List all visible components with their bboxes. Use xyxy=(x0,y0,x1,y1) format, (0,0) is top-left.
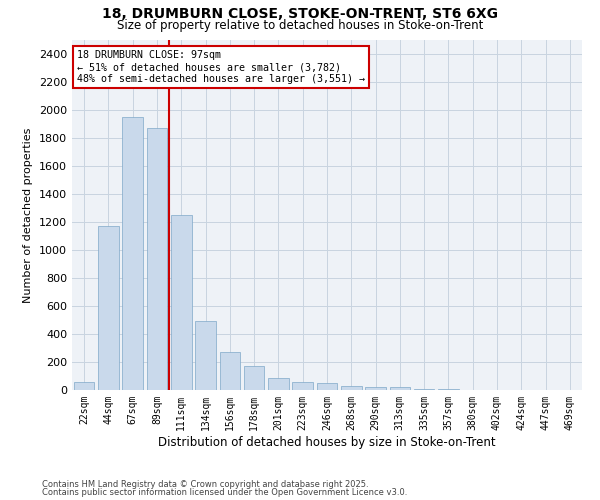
Bar xyxy=(146,128,167,390)
Text: Contains HM Land Registry data © Crown copyright and database right 2025.: Contains HM Land Registry data © Crown c… xyxy=(42,480,368,489)
Bar xyxy=(268,378,289,390)
Bar xyxy=(414,389,434,390)
Bar xyxy=(98,226,119,390)
Bar xyxy=(244,366,265,390)
Bar xyxy=(292,382,313,390)
Y-axis label: Number of detached properties: Number of detached properties xyxy=(23,128,34,302)
X-axis label: Distribution of detached houses by size in Stoke-on-Trent: Distribution of detached houses by size … xyxy=(158,436,496,448)
Bar xyxy=(317,383,337,390)
Bar xyxy=(341,386,362,390)
Bar xyxy=(389,387,410,390)
Text: Contains public sector information licensed under the Open Government Licence v3: Contains public sector information licen… xyxy=(42,488,407,497)
Text: Size of property relative to detached houses in Stoke-on-Trent: Size of property relative to detached ho… xyxy=(117,18,483,32)
Bar xyxy=(220,352,240,390)
Bar xyxy=(195,322,216,390)
Bar xyxy=(74,382,94,390)
Bar xyxy=(171,215,191,390)
Bar xyxy=(365,386,386,390)
Text: 18 DRUMBURN CLOSE: 97sqm
← 51% of detached houses are smaller (3,782)
48% of sem: 18 DRUMBURN CLOSE: 97sqm ← 51% of detach… xyxy=(77,50,365,84)
Bar xyxy=(122,117,143,390)
Text: 18, DRUMBURN CLOSE, STOKE-ON-TRENT, ST6 6XG: 18, DRUMBURN CLOSE, STOKE-ON-TRENT, ST6 … xyxy=(102,8,498,22)
